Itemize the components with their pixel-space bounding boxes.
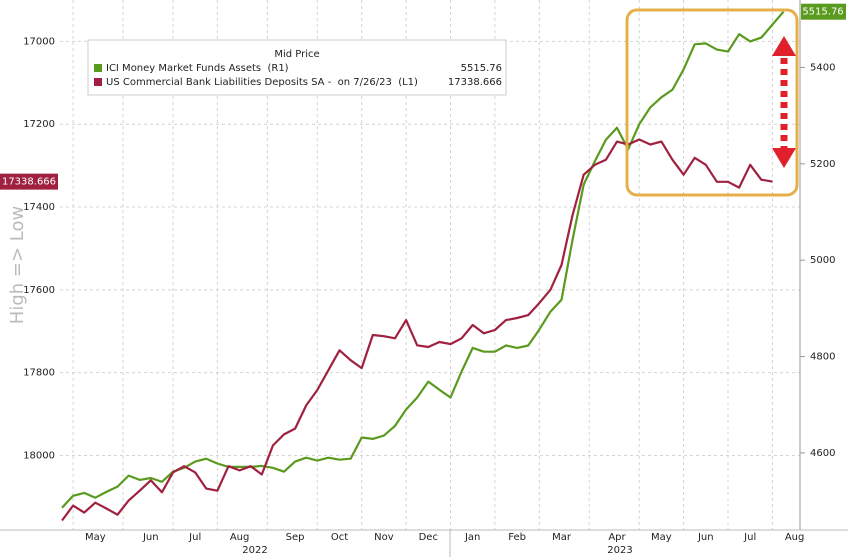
legend-label: ICI Money Market Funds Assets (R1) bbox=[106, 63, 289, 74]
x-tick-label: May bbox=[85, 532, 106, 543]
y-tick-label: 17200 bbox=[23, 119, 55, 130]
legend-label: US Commercial Bank Liabilities Deposits … bbox=[106, 77, 418, 88]
legend-swatch bbox=[94, 78, 102, 86]
y2-tick-label: 5200 bbox=[810, 159, 835, 170]
x-tick-label: Jul bbox=[188, 532, 201, 543]
x-tick-label: Aug bbox=[230, 532, 250, 543]
y-tick-label: 17800 bbox=[23, 368, 55, 379]
lines bbox=[61, 10, 785, 522]
legend-value: 17338.666 bbox=[448, 77, 502, 88]
x-tick-label: May bbox=[651, 532, 672, 543]
y-axis-label: High => Low bbox=[7, 206, 28, 324]
x-tick-label: Jan bbox=[464, 532, 480, 543]
y-tick-label: 18000 bbox=[23, 450, 55, 461]
x-tick-label: Nov bbox=[374, 532, 394, 543]
y2-tick-label: 4800 bbox=[810, 352, 835, 363]
legend: Mid Price ICI Money Market Funds Assets … bbox=[87, 39, 507, 96]
legend-title: Mid Price bbox=[274, 49, 319, 60]
grid bbox=[60, 0, 800, 530]
x-tick-label: Apr bbox=[608, 532, 626, 543]
value-badge bbox=[0, 173, 58, 190]
x-tick-label: Feb bbox=[508, 532, 526, 543]
x-tick-label: Jun bbox=[142, 532, 159, 543]
y-tick-label: 17400 bbox=[23, 202, 55, 213]
series-line bbox=[61, 138, 773, 522]
legend-swatch bbox=[94, 64, 102, 72]
y2-tick-label: 4600 bbox=[810, 448, 835, 459]
x-tick-label: Jun bbox=[697, 532, 714, 543]
highlight-box bbox=[625, 8, 799, 197]
year-label: 2023 bbox=[607, 545, 632, 556]
y-tick-label: 17000 bbox=[23, 36, 55, 47]
value-badge-label: 5515.76 bbox=[802, 7, 843, 18]
x-tick-label: Dec bbox=[419, 532, 438, 543]
y2-tick-label: 5000 bbox=[810, 255, 835, 266]
x-tick-label: Jul bbox=[743, 532, 756, 543]
x-tick-label: Oct bbox=[331, 532, 348, 543]
y-tick-label: 17600 bbox=[23, 285, 55, 296]
value-badge-label: 17338.666 bbox=[2, 177, 56, 188]
legend-value: 5515.76 bbox=[461, 63, 502, 74]
value-badge bbox=[801, 3, 846, 20]
x-tick-label: Mar bbox=[552, 532, 572, 543]
legend-box bbox=[87, 39, 507, 96]
x-tick-label: Aug bbox=[785, 532, 805, 543]
y2-tick-label: 5400 bbox=[810, 62, 835, 73]
arrow bbox=[772, 36, 796, 168]
year-label: 2022 bbox=[242, 545, 267, 556]
x-tick-label: Sep bbox=[286, 532, 305, 543]
